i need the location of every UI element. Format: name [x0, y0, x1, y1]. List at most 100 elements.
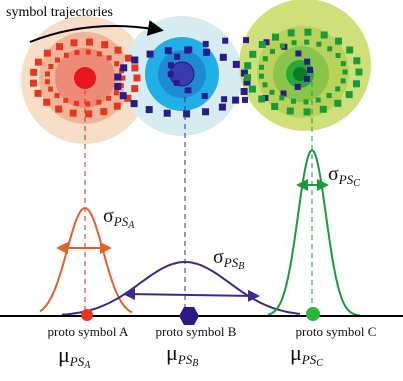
trajectory-dot — [220, 54, 227, 61]
trajectory-dot — [353, 80, 360, 87]
mean-a — [81, 309, 93, 321]
trajectory-dot — [131, 64, 138, 71]
trajectory-dot — [186, 46, 192, 52]
trajectory-dot — [55, 106, 62, 113]
trajectory-dot — [304, 76, 310, 82]
index: A — [127, 220, 135, 231]
trajectory-dot — [174, 80, 180, 86]
trajectory-dot — [44, 50, 51, 57]
trajectory-dot — [107, 55, 112, 60]
trajectory-dot — [85, 101, 90, 106]
sub: PS — [223, 255, 239, 270]
label-a: proto symbol A — [48, 324, 130, 339]
sigma: σ — [328, 163, 339, 185]
trajectory-dot — [304, 40, 309, 45]
trajectory-dot — [202, 93, 208, 99]
trajectory-dot — [114, 103, 121, 110]
trajectory-dot — [35, 90, 42, 97]
mean-b — [179, 307, 199, 325]
trajectory-dot — [120, 64, 127, 71]
trajectory-dot — [221, 96, 227, 102]
trajectory-dot — [244, 74, 251, 81]
trajectory-dot — [63, 98, 68, 103]
trajectory-dot — [100, 108, 107, 115]
spread-b — [125, 294, 258, 296]
trajectory-dot — [30, 69, 37, 76]
trajectory-dot — [164, 110, 171, 117]
sub: PS — [177, 352, 193, 367]
trajectory-dot — [346, 91, 353, 98]
trajectory-dot — [327, 93, 332, 98]
trajectory-dot — [120, 92, 127, 99]
trajectory-dot — [356, 69, 363, 76]
trajectory-dot — [115, 47, 122, 54]
trajectory-dot — [272, 34, 279, 41]
trajectory-dot — [131, 85, 138, 92]
trajectory-dot — [168, 71, 174, 77]
trajectory-dot — [183, 110, 190, 117]
trajectory-dot — [353, 57, 360, 64]
sigma-c: σPSC — [328, 163, 360, 189]
trajectory-dot — [249, 86, 256, 93]
trajectory-dot — [131, 100, 138, 107]
index: B — [192, 358, 198, 369]
trajectory-dot — [55, 93, 60, 98]
sub: PS — [113, 214, 129, 229]
mu: μ — [58, 342, 70, 367]
sub: PS — [69, 354, 85, 369]
trajectory-dot — [335, 86, 340, 91]
trajectory-dot — [334, 100, 341, 107]
trajectory-dot — [288, 29, 295, 36]
trajectory-dot — [291, 99, 296, 104]
trajectory-dot — [101, 41, 108, 48]
label-b: proto symbol B — [156, 324, 237, 339]
sigma: σ — [103, 205, 114, 227]
trajectory-dot — [146, 106, 153, 113]
trajectory-dot — [307, 67, 313, 73]
trajectory-dot — [304, 59, 310, 65]
trajectory-dot — [341, 78, 346, 83]
trajectory-dot — [203, 41, 209, 47]
sub: PS — [301, 352, 317, 367]
label-c: proto symbol C — [296, 324, 377, 339]
trajectory-dot — [165, 47, 172, 54]
trajectory-dot — [335, 38, 342, 45]
trajectory-dot — [203, 49, 210, 56]
trajectory-dot — [131, 57, 138, 64]
trajectory-dot — [327, 46, 332, 51]
trajectory-dot — [287, 108, 294, 115]
trajectory-dot — [341, 61, 346, 66]
trajectory-dot — [75, 50, 80, 55]
trajectory-dot — [233, 61, 240, 68]
trajectory-dot — [346, 47, 353, 54]
index: B — [238, 261, 244, 272]
trajectory-dot — [295, 84, 301, 90]
trajectory-dot — [292, 40, 297, 45]
trajectory-dot — [97, 51, 102, 56]
trajectory-dot — [86, 39, 93, 46]
trajectory-dot — [263, 56, 268, 61]
trajectory-dot — [259, 41, 266, 48]
mean-c — [306, 307, 320, 321]
trajectory-dot — [71, 39, 78, 46]
trajectory-dot — [114, 83, 121, 90]
gaussian — [62, 262, 300, 315]
trajectory-dot — [259, 74, 264, 79]
trajectory-dot — [86, 50, 91, 55]
index: C — [316, 358, 323, 369]
mu-c: μPSC — [290, 340, 323, 369]
trajectory-dot — [185, 87, 191, 93]
trajectory-dot — [114, 61, 119, 66]
trajectory-dot — [304, 29, 311, 36]
diagram: symbol trajectories σPSA σPSB σPSC proto… — [0, 0, 403, 381]
trajectory-dot — [222, 38, 228, 44]
title: symbol trajectories — [6, 5, 113, 20]
trajectory-dot — [242, 97, 248, 103]
trajectory-dot — [106, 96, 111, 101]
trajectory-dot — [336, 53, 341, 58]
trajectory-dot — [114, 90, 119, 95]
trajectory-dot — [85, 110, 92, 117]
trajectory-dot — [304, 99, 309, 104]
trajectory-dot — [96, 100, 101, 105]
trajectory-dot — [70, 110, 77, 117]
